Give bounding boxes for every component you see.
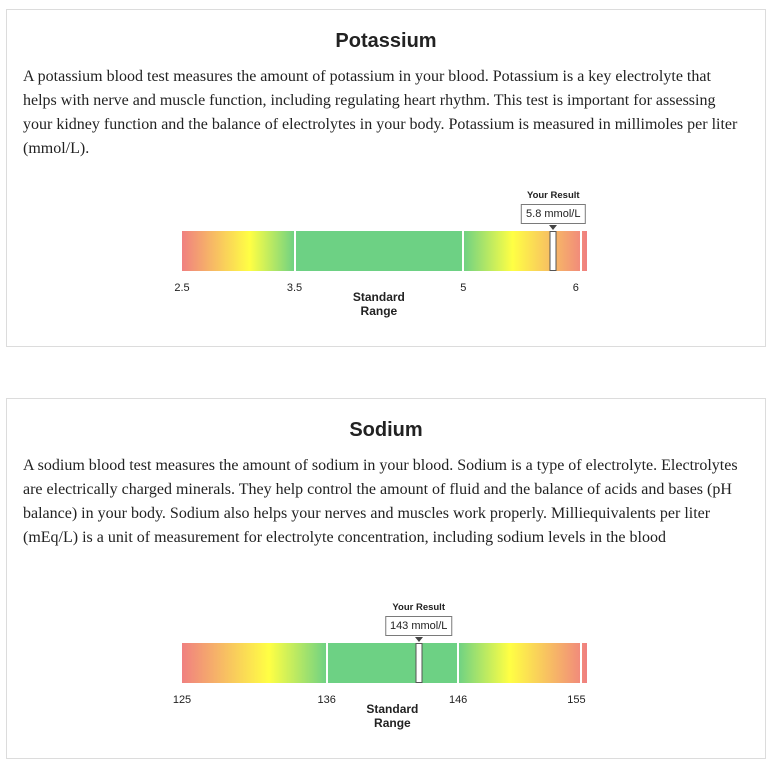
result-marker: [415, 643, 423, 683]
standard-range-label-line2: Range: [374, 716, 411, 730]
standard-range-label-line1: Standard: [352, 290, 405, 304]
high-range-segment: [458, 643, 587, 683]
result-value-box: 5.8 mmol/L: [521, 204, 586, 224]
low-range-segment: [182, 643, 327, 683]
tick-label: 5: [460, 282, 467, 294]
standard-range-label: Standard Range: [352, 702, 432, 730]
your-result-label: Your Result: [392, 602, 445, 613]
sodium-title: Sodium: [349, 419, 423, 441]
sodium-gauge: Your Result 143 mmol/L 125 136 146 155 Standar…: [7, 602, 767, 762]
scale-end-divider: [580, 231, 582, 271]
high-range-segment: [463, 231, 587, 271]
range-bar: [182, 231, 587, 271]
standard-range-segment: [326, 643, 459, 683]
standard-range-segment: [294, 231, 464, 271]
standard-high-divider: [462, 231, 465, 271]
result-marker: [549, 231, 557, 271]
range-bar: [182, 643, 587, 683]
potassium-gauge: Your Result 5.8 mmol/L 2.5 3.5 5 6 Standard Ran…: [7, 190, 767, 350]
tick-label: 146: [448, 694, 468, 706]
result-pointer-icon: [414, 637, 423, 642]
potassium-description: A potassium blood test measures the amou…: [23, 68, 738, 157]
standard-range-label-line1: Standard: [366, 702, 419, 716]
scale-end-divider: [580, 643, 582, 683]
potassium-title: Potassium: [335, 30, 437, 52]
standard-low-divider: [325, 643, 328, 683]
tick-label: 6: [572, 282, 579, 294]
low-range-segment: [182, 231, 295, 271]
potassium-card: Potassium A potassium blood test measure…: [6, 9, 766, 347]
tick-label: 155: [567, 694, 586, 706]
standard-range-label: Standard Range: [339, 290, 419, 318]
tick-label: 3.5: [286, 282, 303, 294]
tick-label: 2.5: [174, 282, 190, 294]
sodium-description: A sodium blood test measures the amount …: [23, 457, 738, 546]
result-pointer-icon: [549, 225, 558, 230]
result-value-box: 143 mmol/L: [384, 616, 453, 636]
standard-low-divider: [293, 231, 296, 271]
tick-label: 125: [172, 694, 192, 706]
standard-high-divider: [457, 643, 460, 683]
tick-label: 136: [317, 694, 336, 706]
your-result-label: Your Result: [526, 190, 580, 201]
sodium-card: Sodium A sodium blood test measures the …: [6, 398, 766, 759]
standard-range-label-line2: Range: [360, 304, 398, 318]
